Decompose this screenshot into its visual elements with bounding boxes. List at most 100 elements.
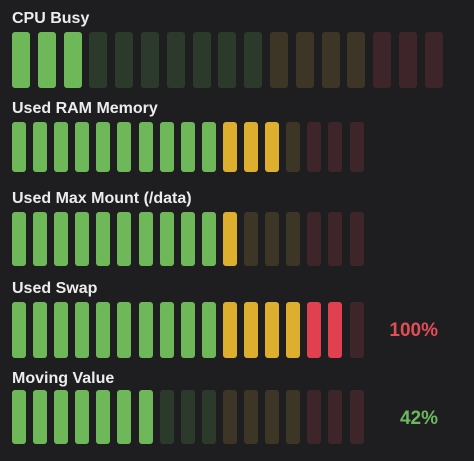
gauge-segment-unlit — [201, 390, 216, 444]
gauge: Used RAM Memory — [12, 100, 472, 176]
gauge-segment-lit — [286, 302, 301, 358]
gauge: Moving Value 42% — [12, 370, 472, 448]
gauge-segments — [12, 32, 443, 88]
gauge-segment-unlit — [244, 212, 259, 266]
gauge-segment-lit — [307, 302, 322, 358]
gauge-segment-unlit — [115, 32, 134, 88]
gauge-segment-lit — [244, 302, 259, 358]
gauge-segment-lit — [222, 212, 237, 266]
gauge-segment-lit — [117, 212, 132, 266]
gauge-segment-lit — [54, 212, 69, 266]
gauge-segment-lit — [117, 390, 132, 444]
gauge-value: 100% — [389, 320, 438, 341]
gauge-segment-unlit — [265, 390, 280, 444]
gauge-segment-unlit — [286, 390, 301, 444]
gauge-segment-lit — [75, 122, 90, 172]
gauge-segment-lit — [138, 302, 153, 358]
gauge-segment-lit — [180, 212, 195, 266]
gauge-segment-lit — [54, 122, 69, 172]
gauge: Used Swap 100% — [12, 280, 472, 362]
gauge-segment-unlit — [307, 122, 322, 172]
gauge-segment-unlit — [307, 390, 322, 444]
gauge-title: Used Swap — [12, 280, 98, 297]
gauge-segment-unlit — [269, 32, 288, 88]
gauge-segment-lit — [244, 122, 259, 172]
gauge-segment-unlit — [166, 32, 185, 88]
gauge-segments — [12, 390, 364, 444]
gauge-segment-unlit — [140, 32, 159, 88]
gauge-segment-lit — [96, 302, 111, 358]
gauge-segment-unlit — [244, 32, 263, 88]
gauge-segment-lit — [12, 122, 26, 172]
gauge-segment-lit — [138, 390, 153, 444]
gauge: Used Max Mount (/data) — [12, 190, 472, 270]
gauge-segment-lit — [33, 390, 48, 444]
gauge: CPU Busy — [12, 10, 472, 92]
gauge-segment-lit — [201, 302, 216, 358]
gauge-segment-unlit — [159, 390, 174, 444]
gauge-segment-lit — [138, 212, 153, 266]
gauge-segment-lit — [117, 302, 132, 358]
gauge-segment-lit — [63, 32, 82, 88]
gauge-segment-lit — [33, 302, 48, 358]
gauge-segment-lit — [33, 122, 48, 172]
gauge-title: Moving Value — [12, 370, 115, 387]
gauge-segment-unlit — [286, 122, 301, 172]
gauge-segment-lit — [75, 390, 90, 444]
gauge-segment-unlit — [349, 302, 364, 358]
gauge-segment-unlit — [321, 32, 340, 88]
gauge-segment-unlit — [347, 32, 366, 88]
gauge-segment-lit — [96, 212, 111, 266]
gauge-segment-lit — [180, 302, 195, 358]
gauge-value: 42% — [399, 408, 438, 429]
gauge-segment-lit — [33, 212, 48, 266]
gauge-segment-unlit — [222, 390, 237, 444]
gauge-segment-lit — [222, 302, 237, 358]
gauge-segment-lit — [117, 122, 132, 172]
gauge-segment-unlit — [328, 390, 343, 444]
gauge-segment-lit — [75, 212, 90, 266]
gauge-segment-lit — [138, 122, 153, 172]
gauge-segment-unlit — [89, 32, 108, 88]
gauge-segment-lit — [54, 302, 69, 358]
gauge-segment-unlit — [265, 212, 280, 266]
gauge-segments — [12, 122, 364, 172]
gauge-segment-unlit — [307, 212, 322, 266]
gauge-segment-lit — [265, 302, 280, 358]
gauge-segment-unlit — [286, 212, 301, 266]
gauge-segment-lit — [12, 32, 30, 88]
gauge-segment-unlit — [244, 390, 259, 444]
gauge-segment-lit — [201, 212, 216, 266]
gauge-segment-lit — [12, 212, 26, 266]
gauge-segment-lit — [201, 122, 216, 172]
gauge-segment-lit — [180, 122, 195, 172]
gauge-title: CPU Busy — [12, 10, 90, 27]
gauge-segment-lit — [222, 122, 237, 172]
gauge-segment-lit — [328, 302, 343, 358]
gauge-segment-unlit — [349, 212, 364, 266]
gauge-segment-unlit — [328, 212, 343, 266]
gauge-segment-lit — [159, 122, 174, 172]
gauge-segment-lit — [159, 212, 174, 266]
gauge-segments — [12, 212, 364, 266]
gauge-segment-unlit — [349, 390, 364, 444]
gauge-segment-unlit — [295, 32, 314, 88]
gauge-segment-unlit — [349, 122, 364, 172]
gauge-segment-unlit — [373, 32, 392, 88]
gauge-segment-lit — [265, 122, 280, 172]
gauge-segment-unlit — [192, 32, 211, 88]
gauge-segment-unlit — [218, 32, 237, 88]
gauge-segment-unlit — [398, 32, 417, 88]
gauge-segment-lit — [159, 302, 174, 358]
gauge-segment-lit — [54, 390, 69, 444]
gauge-segment-lit — [75, 302, 90, 358]
gauge-segment-lit — [12, 390, 26, 444]
gauge-title: Used RAM Memory — [12, 100, 158, 117]
gauge-segment-lit — [12, 302, 26, 358]
gauge-segment-unlit — [424, 32, 443, 88]
gauge-segment-lit — [96, 390, 111, 444]
gauge-segment-lit — [37, 32, 56, 88]
gauge-segment-lit — [96, 122, 111, 172]
gauge-segment-unlit — [180, 390, 195, 444]
gauge-title: Used Max Mount (/data) — [12, 190, 192, 207]
